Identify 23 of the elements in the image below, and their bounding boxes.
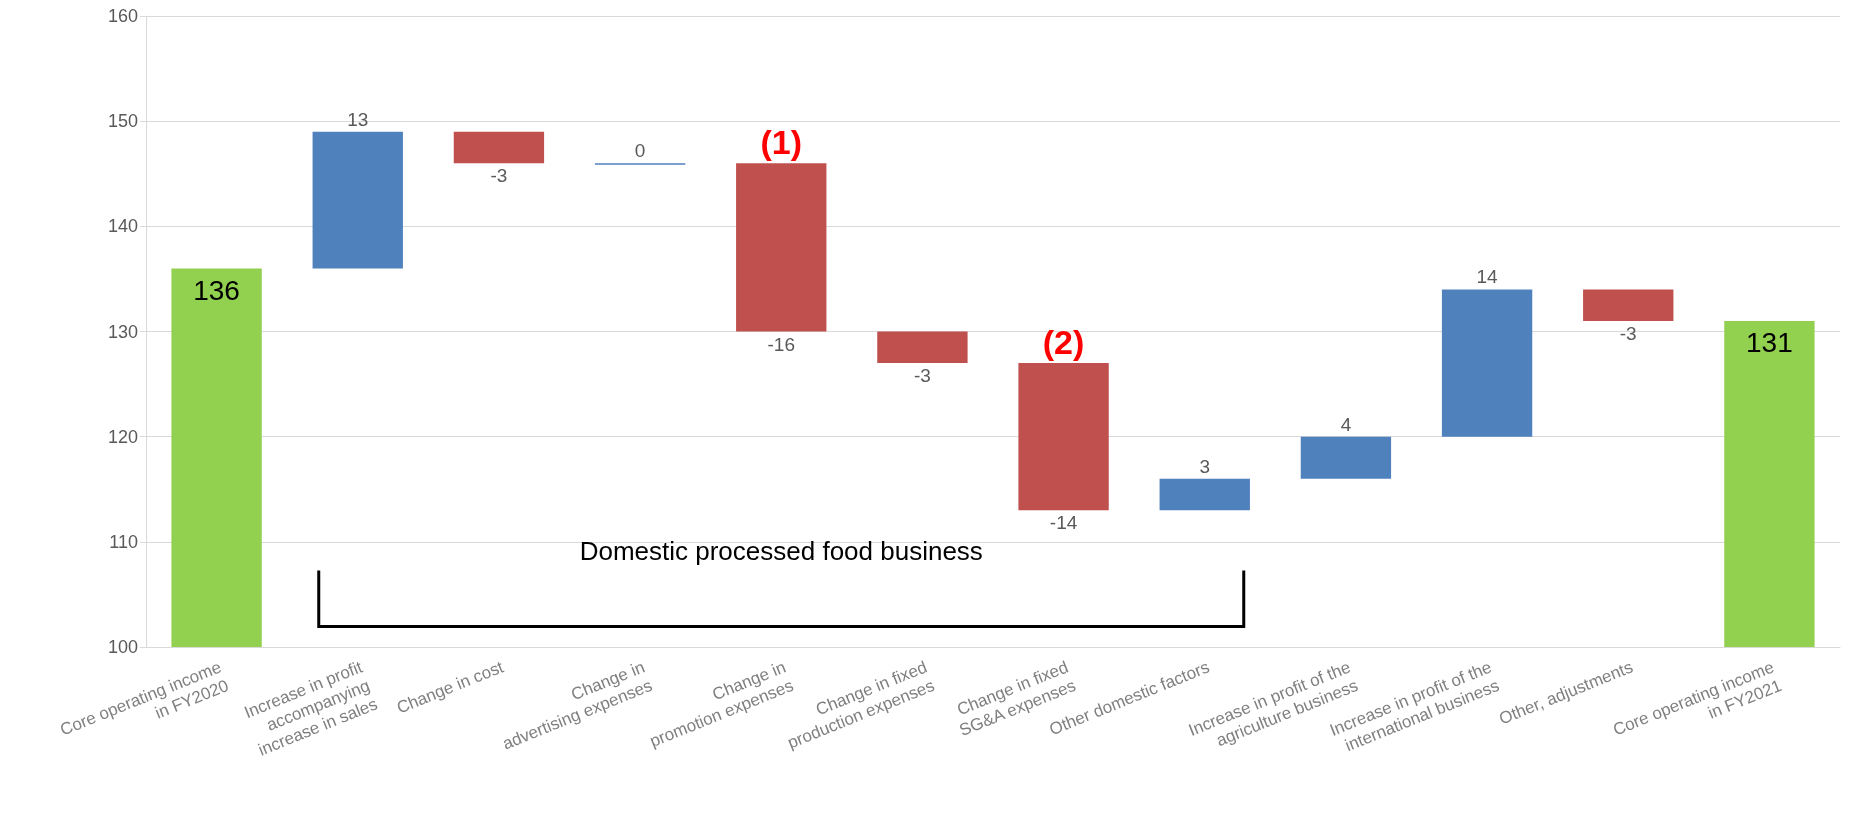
y-tick-label: 120 bbox=[107, 426, 138, 447]
x-tick-label: Change in cost bbox=[394, 657, 507, 718]
data-label: -3 bbox=[913, 365, 931, 387]
data-label: 4 bbox=[1340, 413, 1352, 435]
data-label: -3 bbox=[1619, 322, 1637, 344]
data-label: 14 bbox=[1476, 266, 1499, 288]
y-tick-label: 150 bbox=[107, 111, 138, 132]
data-label: -3 bbox=[490, 165, 508, 187]
data-label: 0 bbox=[634, 140, 646, 162]
data-label: 136 bbox=[193, 274, 240, 306]
data-label: 13 bbox=[347, 108, 369, 130]
y-tick-label: 100 bbox=[107, 637, 138, 657]
data-label: -14 bbox=[1049, 512, 1078, 534]
y-tick-label: 140 bbox=[107, 216, 138, 237]
annotation: (1) bbox=[760, 123, 803, 162]
y-tick-label: 160 bbox=[107, 6, 138, 26]
data-label: 131 bbox=[1746, 327, 1793, 359]
y-tick-label: 110 bbox=[109, 531, 138, 552]
annotation: (2) bbox=[1042, 323, 1085, 362]
data-label: -16 bbox=[767, 333, 795, 355]
annotation: Domestic processed food business bbox=[579, 536, 983, 567]
y-tick-label: 130 bbox=[107, 321, 138, 342]
data-label: 3 bbox=[1199, 455, 1211, 477]
